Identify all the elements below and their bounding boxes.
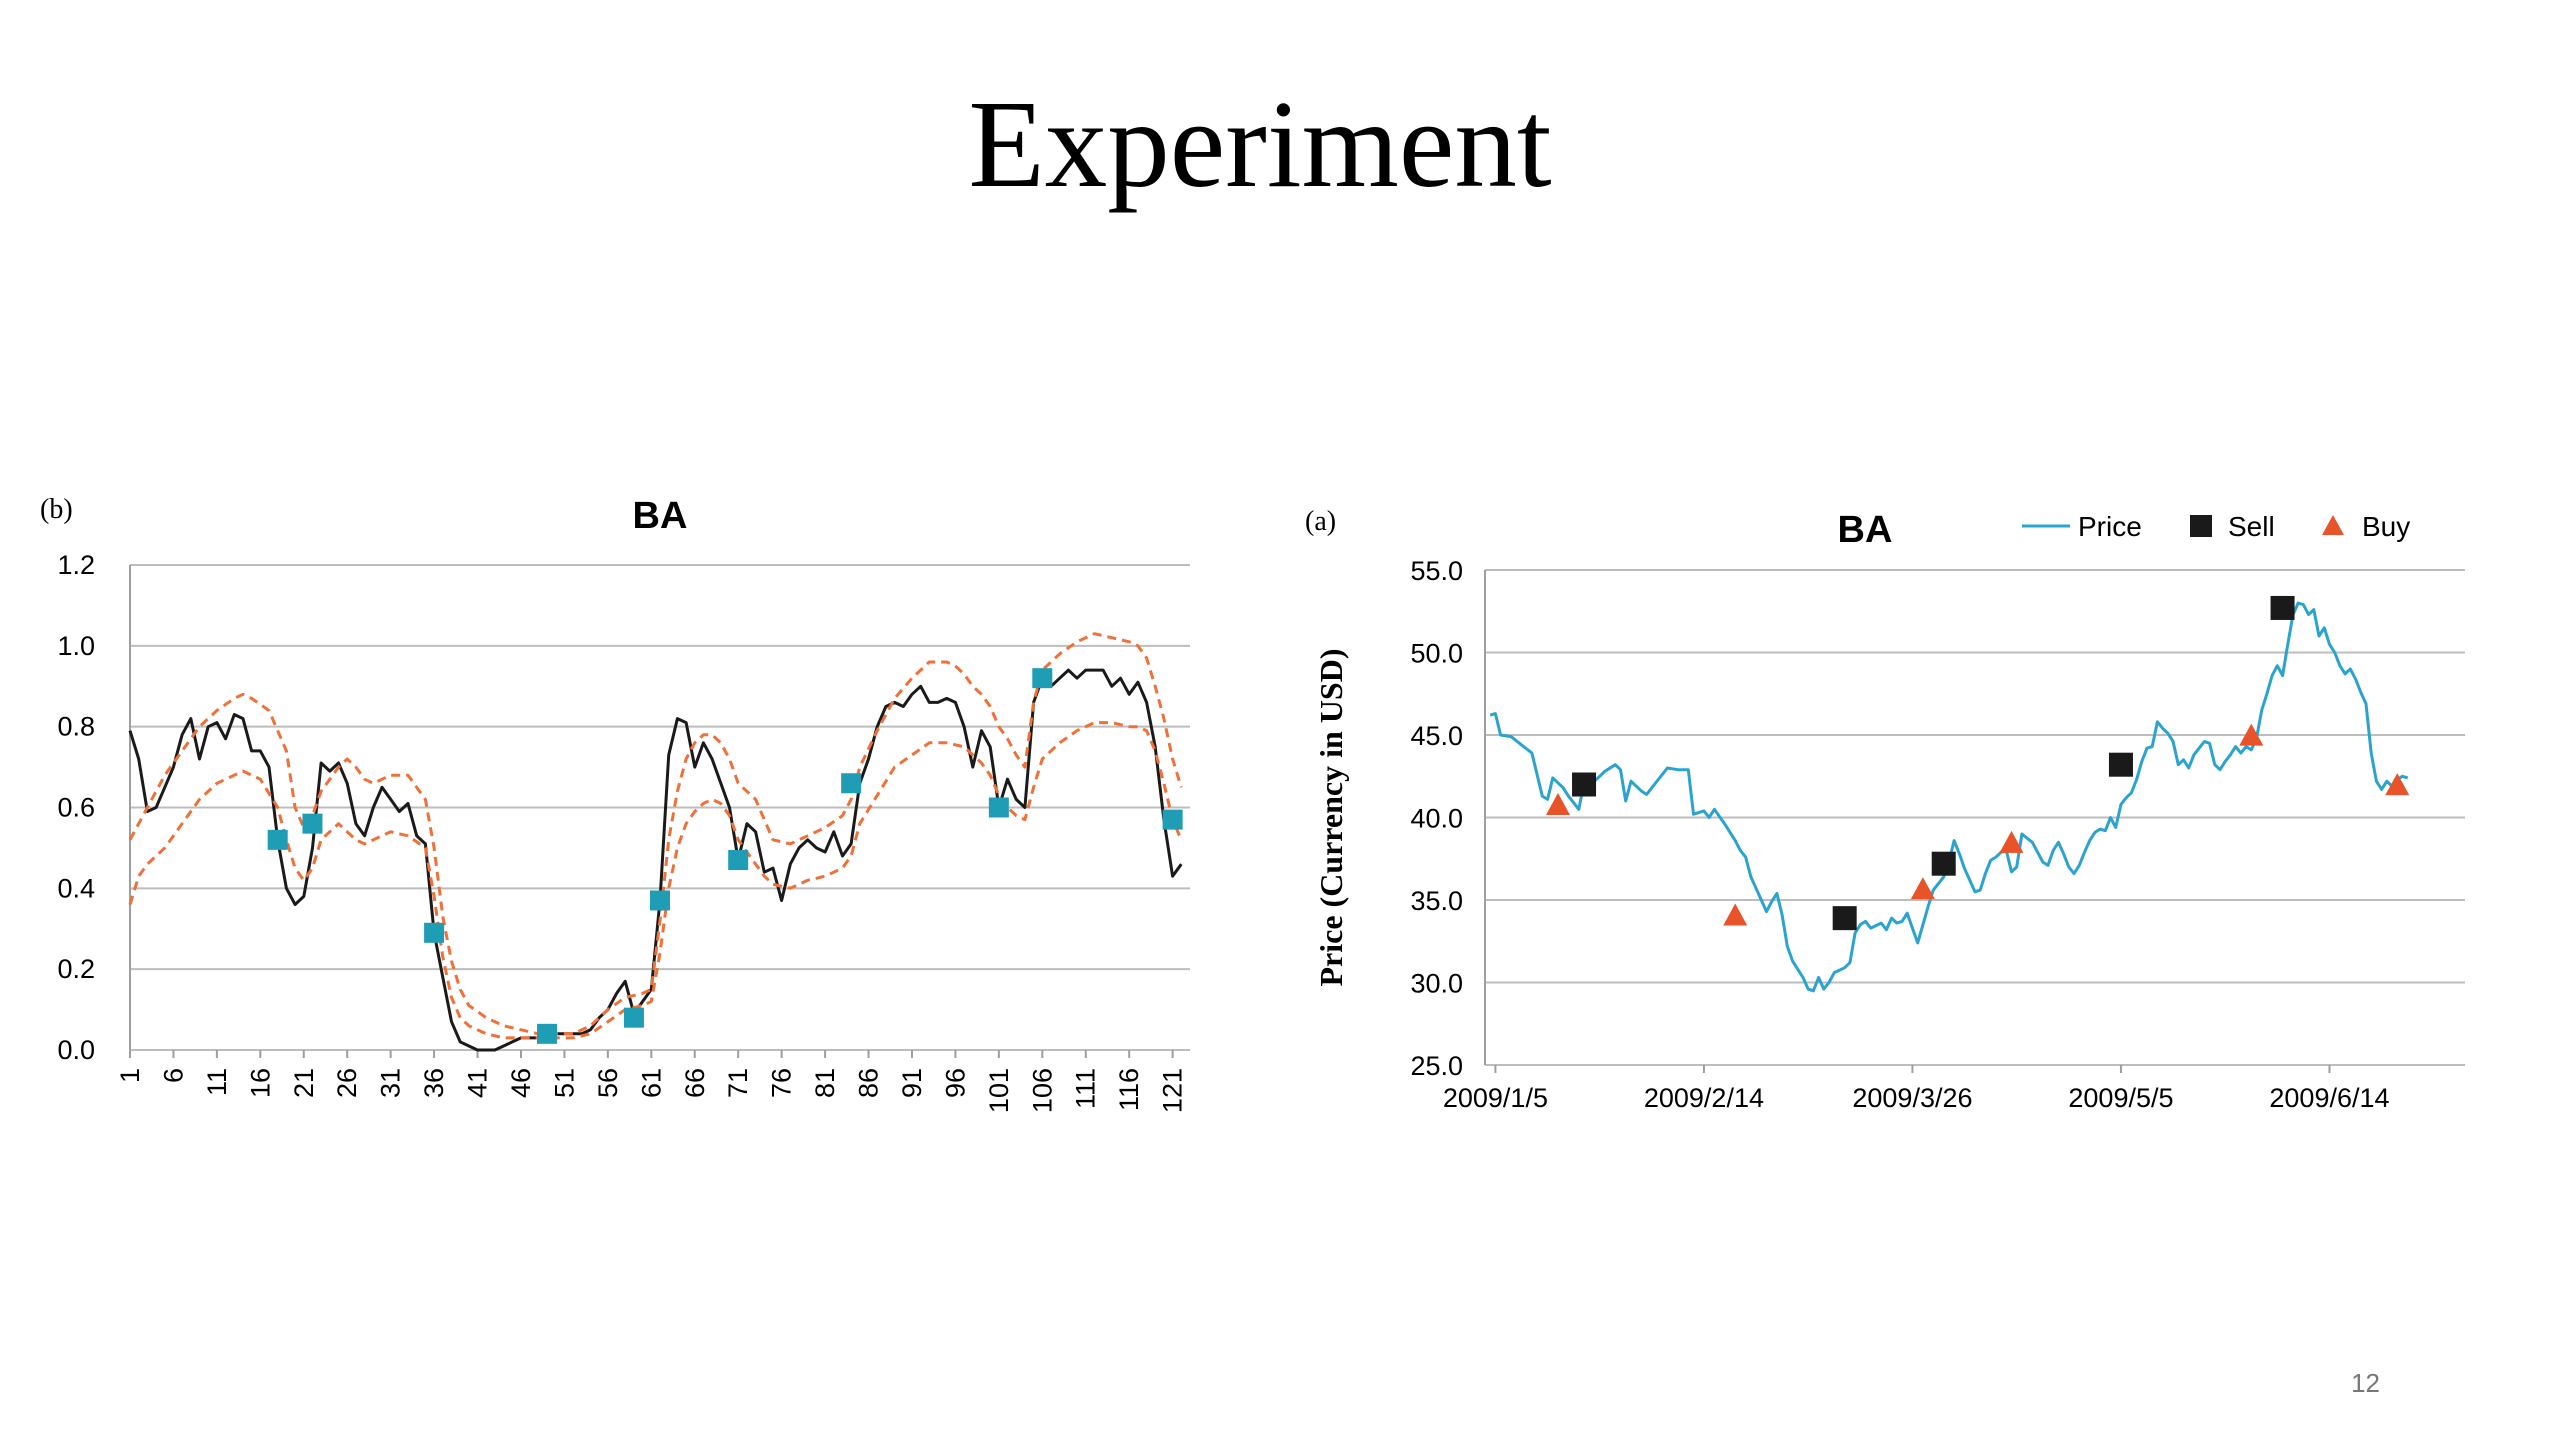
sell-marker [1572,772,1597,797]
legend-buy-label: Buy [2362,511,2410,542]
y-tick-label: 40.0 [1410,804,1463,834]
x-tick-label: 116 [1114,1068,1144,1111]
trade-point-marker [267,829,288,850]
legend-sell-label: Sell [2228,511,2275,542]
legend-price-label: Price [2078,511,2142,542]
y-tick-label: 50.0 [1410,639,1463,669]
series-line-lower-band [128,721,1183,1040]
y-tick-label: 0.0 [57,1035,95,1065]
x-tick-label: 2009/3/26 [1852,1083,1972,1113]
y-tick-label: 25.0 [1410,1051,1463,1081]
buy-marker [2385,773,2410,796]
trade-point-marker [1162,809,1183,830]
buy-marker [1545,792,1570,815]
x-tick-label: 46 [506,1068,536,1098]
x-tick-label: 21 [289,1068,319,1098]
trade-point-marker [650,890,670,911]
y-tick-label: 0.6 [57,793,95,823]
x-tick-label: 2009/1/5 [1443,1083,1548,1113]
chart-b-svg: (b) BA0.00.20.40.60.81.01.21 6 11 16 21 26 31 36… [40,494,1190,1113]
panel-label-b: (b) [40,494,73,525]
y-tick-label: 1.0 [57,631,95,661]
x-tick-label: 26 [332,1068,362,1098]
legend-buy-swatch [2322,515,2344,535]
trade-point-marker [623,1007,644,1028]
chart-b: (b) BA 0.0 0.2 0.4 0.6 0.8 1.0 1.2 1 6 11 16 21 26 31 36… [10,490,1220,1170]
series-line-upper-band [128,632,1183,1036]
x-tick-label: 2009/6/14 [2269,1083,2389,1113]
x-tick-label: 106 [1027,1068,1057,1113]
y-tick-label: 0.8 [57,712,95,742]
y-tick-label: 45.0 [1410,721,1463,751]
x-tick-label: 31 [376,1068,406,1098]
trade-point-marker [841,773,862,794]
x-tick-label: 91 [897,1068,927,1098]
y-tick-label: 1.2 [57,550,95,580]
x-tick-label: 56 [593,1068,623,1098]
slide-title: Experiment [968,76,1552,214]
x-tick-label: 101 [984,1068,1014,1113]
x-tick-label: 2009/2/14 [1644,1083,1764,1113]
x-tick-label: 76 [767,1068,797,1098]
y-tick-label: 0.4 [57,873,95,903]
y-axis-title: Price (Currency in USD) [1313,649,1349,987]
y-tick-label: 0.2 [57,954,95,984]
x-tick-label: 121 [1158,1068,1188,1113]
trade-point-marker [1032,668,1053,689]
trade-point-marker [728,850,749,871]
trade-point-marker [302,813,323,834]
x-tick-label: 81 [810,1068,840,1098]
y-tick-label: 35.0 [1410,886,1463,916]
y-tick-label: 55.0 [1410,556,1463,586]
x-tick-label: 2009/5/5 [2068,1083,2173,1113]
panel-label-a: (a) [1305,506,1336,537]
x-tick-label: 61 [636,1068,666,1098]
x-tick-label: 1 [115,1068,145,1083]
x-tick-label: 96 [940,1068,970,1098]
price-line [1489,601,2409,993]
trade-point-marker [988,797,1009,818]
sell-marker [2270,595,2295,620]
x-tick-label: 6 [158,1068,188,1083]
chart-a: (a) BA 25.0 30.0 35.0 40.0 45.0 50.0 55.0 2009/1/… [1300,490,2500,1170]
trade-point-marker [424,922,445,943]
x-tick-label: 71 [723,1068,753,1098]
x-tick-label: 66 [680,1068,710,1098]
trade-point-marker [537,1023,558,1044]
chart-a-svg: (a) BA 25.0 30.0 35.0 40.0 45.0 50.0 55.0 2009/1/… [1305,506,2465,1113]
x-tick-label: 41 [463,1068,493,1098]
chart-title-b: BA [633,495,688,537]
buy-marker [1999,830,2024,853]
sell-marker [2108,752,2133,777]
page-number: 12 [2351,1368,2380,1398]
sell-marker [1832,906,1857,931]
chart-title-a: BA [1838,509,1893,551]
buy-marker [2239,723,2264,746]
x-tick-label: 11 [202,1068,232,1096]
sell-marker [1931,851,1956,876]
series-line-signal [128,668,1183,1052]
x-tick-label: 16 [245,1068,275,1098]
x-tick-label: 86 [854,1068,884,1098]
buy-marker [1723,903,1748,926]
x-tick-label: 111 [1071,1068,1101,1109]
buy-marker [1910,877,1935,900]
legend-sell-swatch [2190,515,2212,537]
y-tick-label: 30.0 [1410,969,1463,999]
x-tick-label: 36 [419,1068,449,1098]
x-tick-label: 51 [549,1068,579,1098]
